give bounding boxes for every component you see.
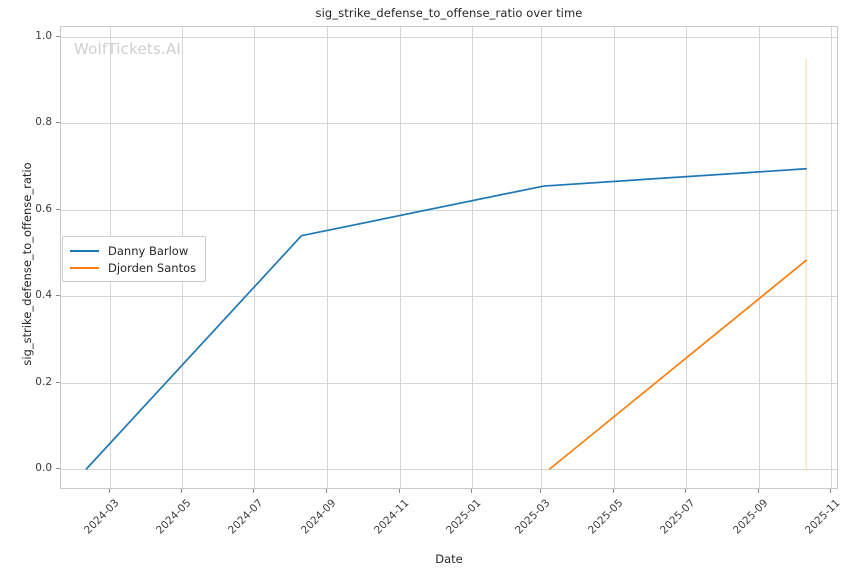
series-plot [85,58,808,472]
gridline-horizontal [61,382,837,384]
x-tick-mark [181,489,183,493]
y-tick-mark [56,468,60,469]
gridline-vertical [758,27,760,488]
gridline-vertical [685,27,687,488]
gridline-vertical [541,27,543,488]
y-tick-mark [56,295,60,297]
legend-item[interactable]: Danny Barlow [70,242,196,259]
x-axis-label: Date [435,552,463,566]
y-tick-mark [56,36,60,37]
gridline-horizontal [61,296,837,298]
page-title: sig_strike_defense_to_offense_ratio over… [315,6,583,20]
y-axis-label: sig_strike_defense_to_offense_ratio [20,162,34,366]
y-tick-label: 0.2 [35,375,52,388]
legend-color-swatch [70,249,99,252]
x-tick-mark [253,489,255,493]
x-tick-mark [540,489,542,493]
x-tick-mark [830,489,831,493]
y-tick-label: 0.8 [35,116,52,129]
x-tick-mark [684,489,686,493]
legend-color-swatch [70,266,99,269]
gridline-vertical [254,27,256,488]
gridline-vertical [327,27,329,488]
y-tick-label: 0.0 [35,462,52,474]
x-tick-mark [109,489,110,493]
gridline-vertical [613,27,615,488]
y-tick-mark [56,381,60,383]
y-tick-label: 1.0 [35,30,52,42]
watermark: WolfTickets.AI [74,40,182,58]
gridline-horizontal [61,469,837,470]
x-tick-mark [470,489,472,493]
legend-item-label: Danny Barlow [108,243,189,258]
x-tick-mark [757,489,759,493]
x-tick-mark [612,489,614,493]
y-tick-label: 0.4 [35,289,52,302]
legend[interactable]: Danny Barlow Djorden Santos [62,236,207,282]
x-tick-mark [398,489,400,493]
gridline-horizontal [61,209,837,211]
y-tick-label: 0.6 [35,202,52,215]
legend-item-label: Djorden Santos [108,260,197,275]
gridline-vertical [399,27,401,488]
x-tick-mark [326,489,328,493]
y-tick-mark [56,208,60,210]
series-line [85,167,808,470]
gridline-vertical [471,27,473,488]
legend-item[interactable]: Djorden Santos [70,259,196,276]
gridline-vertical [831,27,832,488]
series-line [548,259,808,470]
gridline-horizontal [61,37,837,38]
gridline-horizontal [61,123,837,125]
y-tick-mark [56,122,60,124]
